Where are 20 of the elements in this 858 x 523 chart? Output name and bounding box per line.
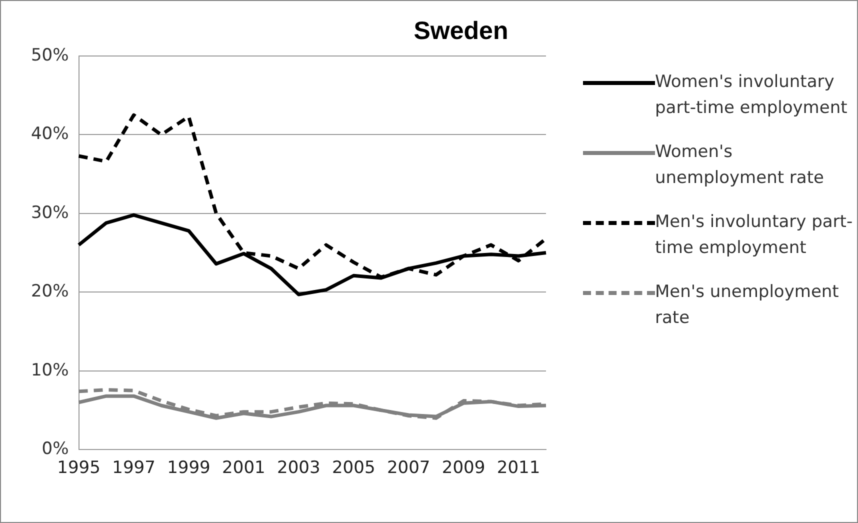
legend-label: Men's involuntary part-time employment bbox=[655, 211, 853, 260]
x-tick-label: 1995 bbox=[57, 458, 100, 478]
x-tick-label: 2001 bbox=[222, 458, 266, 478]
x-tick-label: 2011 bbox=[496, 458, 540, 478]
x-tick-label: 1997 bbox=[112, 458, 156, 478]
chart-title: Sweden bbox=[412, 17, 510, 46]
y-tick-label: 0% bbox=[42, 439, 69, 460]
y-tick-label: 50% bbox=[30, 45, 69, 66]
x-tick-label: 2003 bbox=[277, 458, 320, 478]
y-tick-label: 40% bbox=[30, 124, 69, 144]
y-tick-label: 20% bbox=[30, 282, 69, 302]
x-tick-label: 1999 bbox=[167, 458, 210, 478]
y-tick-label: 10% bbox=[30, 360, 69, 380]
legend-label: Men's unemployment rate bbox=[655, 281, 840, 330]
x-tick-label: 2009 bbox=[442, 458, 486, 478]
y-tick-label: 30% bbox=[30, 202, 69, 223]
x-tick-label: 2005 bbox=[332, 458, 376, 478]
legend-label: Women's involuntary part-time employment bbox=[655, 71, 848, 120]
legend-label: Women's unemployment rate bbox=[655, 141, 825, 190]
x-tick-label: 2007 bbox=[386, 458, 430, 478]
